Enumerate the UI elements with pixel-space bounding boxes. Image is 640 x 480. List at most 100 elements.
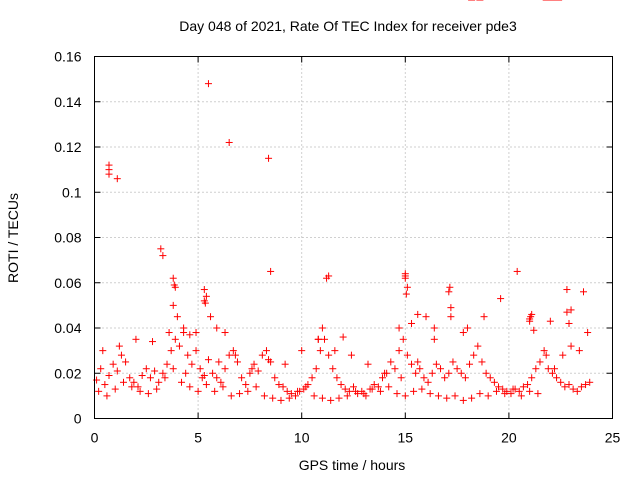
data-point bbox=[532, 365, 540, 373]
data-point bbox=[260, 392, 268, 400]
data-point bbox=[426, 390, 434, 398]
data-point bbox=[459, 396, 467, 404]
data-point bbox=[457, 369, 465, 377]
data-point bbox=[331, 347, 339, 355]
data-point bbox=[192, 347, 200, 355]
data-point bbox=[115, 342, 123, 350]
data-point bbox=[327, 396, 335, 404]
data-point bbox=[420, 374, 428, 382]
data-point bbox=[117, 351, 125, 359]
data-point bbox=[463, 324, 471, 332]
data-point bbox=[171, 335, 179, 343]
data-point bbox=[536, 358, 544, 366]
data-point bbox=[526, 315, 534, 323]
data-point bbox=[546, 317, 554, 325]
data-point bbox=[308, 374, 316, 382]
data-point bbox=[559, 351, 567, 359]
data-point bbox=[492, 387, 500, 395]
data-point bbox=[490, 378, 498, 386]
x-tick-label: 0 bbox=[91, 430, 99, 446]
data-point bbox=[410, 387, 418, 395]
data-point bbox=[416, 365, 424, 373]
data-point bbox=[163, 360, 171, 368]
data-point bbox=[341, 385, 349, 393]
data-point bbox=[136, 387, 144, 395]
data-point bbox=[202, 381, 210, 389]
data-point bbox=[254, 367, 262, 375]
data-point bbox=[553, 374, 561, 382]
y-tick-label: 0.02 bbox=[54, 365, 81, 381]
data-point bbox=[265, 356, 273, 364]
data-point bbox=[395, 324, 403, 332]
data-point bbox=[120, 378, 128, 386]
data-point bbox=[557, 378, 565, 386]
data-point bbox=[329, 365, 337, 373]
data-point bbox=[99, 347, 107, 355]
y-tick-label: 0.04 bbox=[54, 320, 81, 336]
data-point bbox=[424, 378, 432, 386]
data-point bbox=[149, 338, 157, 346]
data-point bbox=[544, 365, 552, 373]
data-point bbox=[275, 381, 283, 389]
grid-layer bbox=[94, 56, 613, 419]
y-tick-label: 0.14 bbox=[54, 94, 81, 110]
data-point bbox=[169, 274, 177, 282]
data-point bbox=[567, 306, 575, 314]
data-point bbox=[476, 390, 484, 398]
data-point bbox=[408, 360, 416, 368]
data-point bbox=[445, 288, 453, 296]
data-point bbox=[198, 374, 206, 382]
data-point bbox=[169, 365, 177, 373]
data-point bbox=[250, 360, 258, 368]
data-point bbox=[402, 290, 410, 298]
data-point bbox=[484, 392, 492, 400]
data-point bbox=[258, 351, 266, 359]
data-point bbox=[385, 383, 393, 391]
data-point bbox=[474, 342, 482, 350]
data-point bbox=[161, 374, 169, 382]
data-point bbox=[486, 374, 494, 382]
x-tick-label: 20 bbox=[501, 430, 517, 446]
data-point bbox=[368, 385, 376, 393]
data-point bbox=[201, 299, 209, 307]
data-point bbox=[130, 378, 138, 386]
data-point bbox=[524, 381, 532, 389]
x-axis-label: GPS time / hours bbox=[299, 457, 406, 473]
data-point bbox=[236, 390, 244, 398]
data-point bbox=[540, 347, 548, 355]
data-point bbox=[335, 394, 343, 402]
y-tick-label: 0.12 bbox=[54, 139, 81, 155]
data-point bbox=[202, 292, 210, 300]
data-point bbox=[213, 374, 221, 382]
data-point bbox=[364, 360, 372, 368]
data-point bbox=[446, 283, 454, 291]
data-point bbox=[561, 383, 569, 391]
data-point bbox=[480, 313, 488, 321]
data-point bbox=[379, 374, 387, 382]
data-point bbox=[449, 358, 457, 366]
y-tick-label: 0.08 bbox=[54, 230, 81, 246]
data-point bbox=[501, 390, 509, 398]
data-point bbox=[310, 392, 318, 400]
data-point bbox=[173, 313, 181, 321]
data-point bbox=[453, 365, 461, 373]
data-point bbox=[155, 378, 163, 386]
data-point bbox=[182, 369, 190, 377]
data-point bbox=[526, 387, 534, 395]
data-point bbox=[542, 351, 550, 359]
data-point bbox=[238, 374, 246, 382]
y-tick-label: 0.1 bbox=[62, 184, 82, 200]
x-tick-labels: 0 5 10 15 20 25 bbox=[91, 430, 621, 446]
data-point bbox=[586, 378, 594, 386]
data-point bbox=[320, 335, 328, 343]
data-point bbox=[478, 358, 486, 366]
data-point bbox=[128, 383, 136, 391]
data-point bbox=[159, 252, 167, 260]
data-point bbox=[497, 295, 505, 303]
data-point bbox=[95, 387, 103, 395]
data-point bbox=[229, 347, 237, 355]
data-point bbox=[144, 390, 152, 398]
data-point bbox=[196, 365, 204, 373]
data-point bbox=[470, 351, 478, 359]
data-point bbox=[569, 385, 577, 393]
